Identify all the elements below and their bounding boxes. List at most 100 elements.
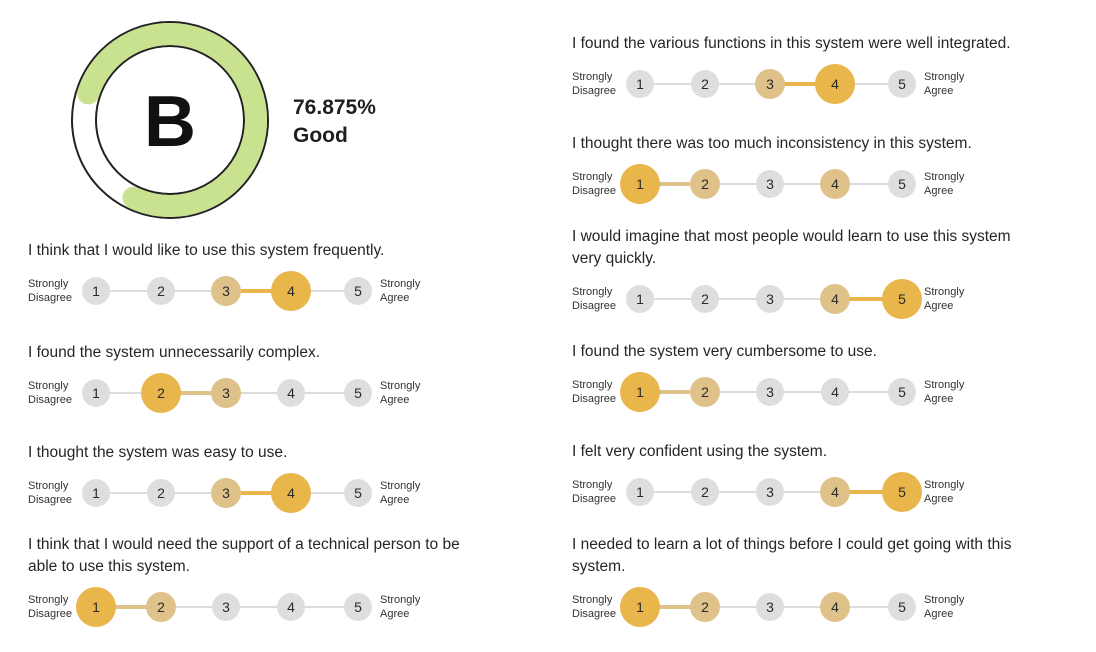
scale-right-label-line: Agree xyxy=(380,292,410,304)
scale-option-4[interactable]: 4 xyxy=(820,592,850,622)
scale-option-5[interactable]: 5 xyxy=(888,378,916,406)
scale-option-4-selected[interactable]: 4 xyxy=(815,64,855,104)
scale-option-5[interactable]: 5 xyxy=(344,479,372,507)
scale-option-5-selected[interactable]: 5 xyxy=(882,472,922,512)
scale-left-label-line: Disagree xyxy=(572,608,617,620)
scale-connector xyxy=(161,391,226,395)
scale-option-1-selected[interactable]: 1 xyxy=(76,587,116,627)
scale-option-5[interactable]: 5 xyxy=(888,170,916,198)
scale-option-2[interactable]: 2 xyxy=(691,70,719,98)
question-text-line: I think that I would like to use this sy… xyxy=(28,242,385,259)
scale-option-2[interactable]: 2 xyxy=(691,285,719,313)
scale-option-1[interactable]: 1 xyxy=(82,379,110,407)
scale-option-5-selected[interactable]: 5 xyxy=(882,279,922,319)
scale-option-2[interactable]: 2 xyxy=(691,478,719,506)
scale-option-2[interactable]: 2 xyxy=(690,169,720,199)
scale-left-label-line: Disagree xyxy=(572,300,617,312)
scale-option-4[interactable]: 4 xyxy=(277,379,305,407)
scale-option-5[interactable]: 5 xyxy=(888,593,916,621)
scale-right-label: Strongly Agree xyxy=(924,593,964,621)
scale-right-label: Strongly Agree xyxy=(380,379,420,407)
scale-option-5[interactable]: 5 xyxy=(344,277,372,305)
scale-left-label-line: Disagree xyxy=(28,608,73,620)
scale-option-5[interactable]: 5 xyxy=(344,593,372,621)
scale-option-4[interactable]: 4 xyxy=(821,378,849,406)
scale-option-3[interactable]: 3 xyxy=(756,378,784,406)
question-text-line: I think that I would need the support of… xyxy=(28,536,460,553)
rating-scale: Strongly Disagree 1 2 3 4 5 Strongly Agree xyxy=(572,469,1062,515)
scale-option-2[interactable]: 2 xyxy=(147,479,175,507)
rating-scale: Strongly Disagree 1 2 3 4 5 Strongly Agree xyxy=(572,369,1062,415)
scale-option-2[interactable]: 2 xyxy=(690,592,720,622)
question-text: I needed to learn a lot of things before… xyxy=(572,534,1062,578)
scale-option-5[interactable]: 5 xyxy=(344,379,372,407)
scale-right-label-line: Agree xyxy=(924,85,954,97)
scale-option-2[interactable]: 2 xyxy=(147,277,175,305)
scale-right-label: Strongly Agree xyxy=(924,378,964,406)
scale-left-label: Strongly Disagree xyxy=(572,170,616,198)
scale-left-label-line: Strongly xyxy=(28,480,69,492)
scale-option-3[interactable]: 3 xyxy=(755,69,785,99)
scale-right-label-line: Strongly xyxy=(924,479,965,491)
question-text-line: very quickly. xyxy=(572,250,657,267)
scale-option-2-selected[interactable]: 2 xyxy=(141,373,181,413)
scale-option-1-selected[interactable]: 1 xyxy=(620,164,660,204)
scale-option-1[interactable]: 1 xyxy=(82,479,110,507)
question-3: I thought the system was easy to use. Str… xyxy=(28,442,518,516)
question-7: I would imagine that most people would l… xyxy=(572,226,1062,322)
scale-connector xyxy=(226,289,291,293)
question-6: I thought there was too much inconsisten… xyxy=(572,133,1062,207)
scale-option-4[interactable]: 4 xyxy=(820,284,850,314)
question-text-line: I found the system very cumbersome to us… xyxy=(572,343,877,360)
scale-option-4-selected[interactable]: 4 xyxy=(271,271,311,311)
scale-option-3[interactable]: 3 xyxy=(212,593,240,621)
rating-scale: Strongly Disagree 1 2 3 4 5 Strongly Agree xyxy=(572,61,1062,107)
scale-right-label-line: Strongly xyxy=(380,480,421,492)
rating-scale: Strongly Disagree 1 2 3 4 5 Strongly Agree xyxy=(572,584,1062,630)
scale-right-label-line: Strongly xyxy=(924,171,965,183)
scale-right-label-line: Agree xyxy=(380,608,410,620)
scale-connector xyxy=(640,605,705,609)
scale-option-4[interactable]: 4 xyxy=(277,593,305,621)
scale-left-label: Strongly Disagree xyxy=(572,285,616,313)
score-summary: 76.875% Good xyxy=(293,94,376,150)
scale-right-label-line: Strongly xyxy=(380,278,421,290)
scale-option-1[interactable]: 1 xyxy=(626,478,654,506)
scale-option-3[interactable]: 3 xyxy=(211,276,241,306)
rating-scale: Strongly Disagree 1 2 3 4 5 Strongly Agree xyxy=(28,470,518,516)
scale-option-2[interactable]: 2 xyxy=(690,377,720,407)
scale-option-1-selected[interactable]: 1 xyxy=(620,587,660,627)
scale-right-label-line: Strongly xyxy=(924,71,965,83)
scale-option-3[interactable]: 3 xyxy=(756,593,784,621)
scale-right-label-line: Strongly xyxy=(924,594,965,606)
scale-option-4-selected[interactable]: 4 xyxy=(271,473,311,513)
scale-option-3[interactable]: 3 xyxy=(756,285,784,313)
question-text-line: system. xyxy=(572,558,626,575)
scale-option-1[interactable]: 1 xyxy=(82,277,110,305)
scale-option-4[interactable]: 4 xyxy=(820,169,850,199)
scale-right-label-line: Agree xyxy=(924,493,954,505)
scale-option-5[interactable]: 5 xyxy=(888,70,916,98)
scale-left-label-line: Disagree xyxy=(28,494,73,506)
score-percent: 76.875% xyxy=(293,96,376,119)
scale-left-label: Strongly Disagree xyxy=(572,593,616,621)
scale-option-3[interactable]: 3 xyxy=(756,170,784,198)
scale-left-label-line: Strongly xyxy=(572,171,613,183)
scale-option-1-selected[interactable]: 1 xyxy=(620,372,660,412)
scale-option-2[interactable]: 2 xyxy=(146,592,176,622)
question-text-line: I needed to learn a lot of things before… xyxy=(572,536,1012,553)
scale-right-label: Strongly Agree xyxy=(924,170,964,198)
scale-option-4[interactable]: 4 xyxy=(820,477,850,507)
scale-option-3[interactable]: 3 xyxy=(756,478,784,506)
scale-left-label: Strongly Disagree xyxy=(572,478,616,506)
scale-option-3[interactable]: 3 xyxy=(211,478,241,508)
scale-connector xyxy=(96,605,161,609)
question-5: I found the various functions in this sy… xyxy=(572,33,1062,107)
scale-right-label-line: Agree xyxy=(924,393,954,405)
ring-outline-outer xyxy=(71,21,269,219)
scale-option-1[interactable]: 1 xyxy=(626,70,654,98)
scale-option-3[interactable]: 3 xyxy=(211,378,241,408)
scale-left-label-line: Disagree xyxy=(572,85,617,97)
scale-option-1[interactable]: 1 xyxy=(626,285,654,313)
score-rating: Good xyxy=(293,124,348,147)
